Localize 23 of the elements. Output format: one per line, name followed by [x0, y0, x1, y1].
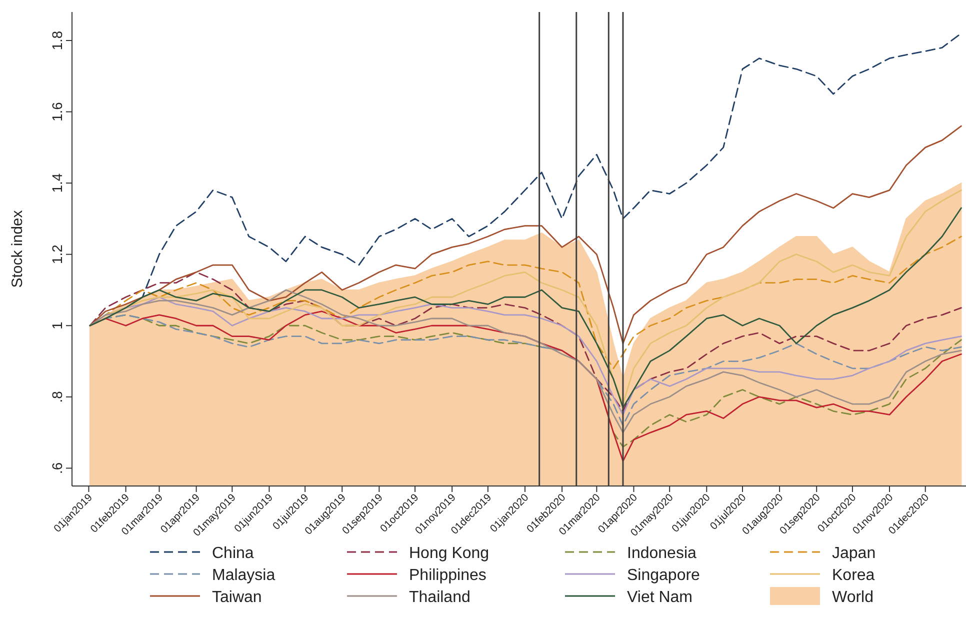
- legend-label: Philippines: [409, 567, 486, 584]
- y-tick-label: 1: [49, 322, 65, 330]
- legend-label: Hong Kong: [409, 545, 490, 562]
- y-tick-label: 1.2: [49, 244, 65, 264]
- legend-label: Viet Nam: [627, 589, 693, 606]
- legend-label: Japan: [832, 545, 876, 562]
- line-series: [89, 271, 962, 412]
- legend-label: Thailand: [409, 589, 470, 606]
- y-tick-label: 1.8: [49, 30, 65, 50]
- legend-label: Malaysia: [212, 567, 276, 584]
- y-tick-label: .6: [49, 462, 65, 474]
- legend-label: World: [832, 589, 874, 606]
- legend-label: Korea: [832, 567, 875, 584]
- y-tick-label: 1.6: [49, 102, 65, 122]
- y-axis-title: Stock index: [9, 210, 26, 288]
- y-tick-label: 1.4: [49, 173, 65, 193]
- legend-label: Indonesia: [627, 545, 696, 562]
- legend-label: Singapore: [627, 567, 700, 584]
- legend-label: China: [212, 545, 254, 562]
- y-tick-label: .8: [49, 390, 65, 403]
- line-series: [89, 125, 962, 344]
- legend-label: Taiwan: [212, 589, 262, 606]
- line-series: [89, 289, 962, 434]
